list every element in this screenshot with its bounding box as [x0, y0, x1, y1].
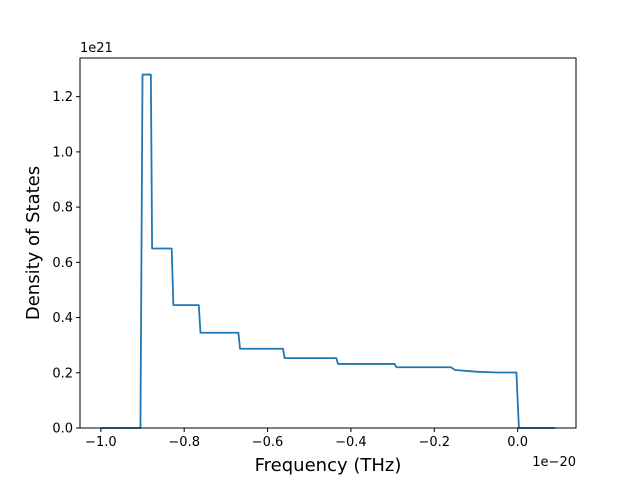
series-layer	[100, 73, 556, 429]
x-tick-label: −1.0	[85, 435, 117, 450]
x-tick-label: −0.4	[335, 435, 367, 450]
y-axis-ticks: 0.0 0.2 0.4 0.6 0.8 1.0 1.2	[52, 90, 80, 437]
y-tick-label: 0.0	[52, 422, 73, 437]
x-axis-label: Frequency (THz)	[255, 455, 402, 476]
x-tick-label: −0.6	[252, 435, 284, 450]
x-tick-label: −0.8	[168, 435, 200, 450]
y-tick-label: 0.2	[52, 366, 73, 381]
axes-frame	[79, 57, 577, 429]
y-tick-label: 1.0	[52, 145, 73, 160]
y-tick-label: 0.4	[52, 311, 73, 326]
x-tick-label: 0.0	[507, 435, 528, 450]
y-tick-label: 0.8	[52, 201, 73, 216]
x-offset-label: 1e−20	[532, 455, 576, 470]
x-axis-ticks: −1.0 −0.8 −0.6 −0.4 −0.2 0.0	[85, 428, 528, 450]
y-tick-label: 1.2	[52, 90, 73, 105]
y-axis-label: Density of States	[23, 166, 44, 320]
plot-area	[80, 58, 576, 428]
y-offset-label: 1e21	[80, 41, 113, 56]
series-line-0	[100, 73, 556, 429]
y-tick-label: 0.6	[52, 256, 73, 271]
x-tick-label: −0.2	[418, 435, 450, 450]
